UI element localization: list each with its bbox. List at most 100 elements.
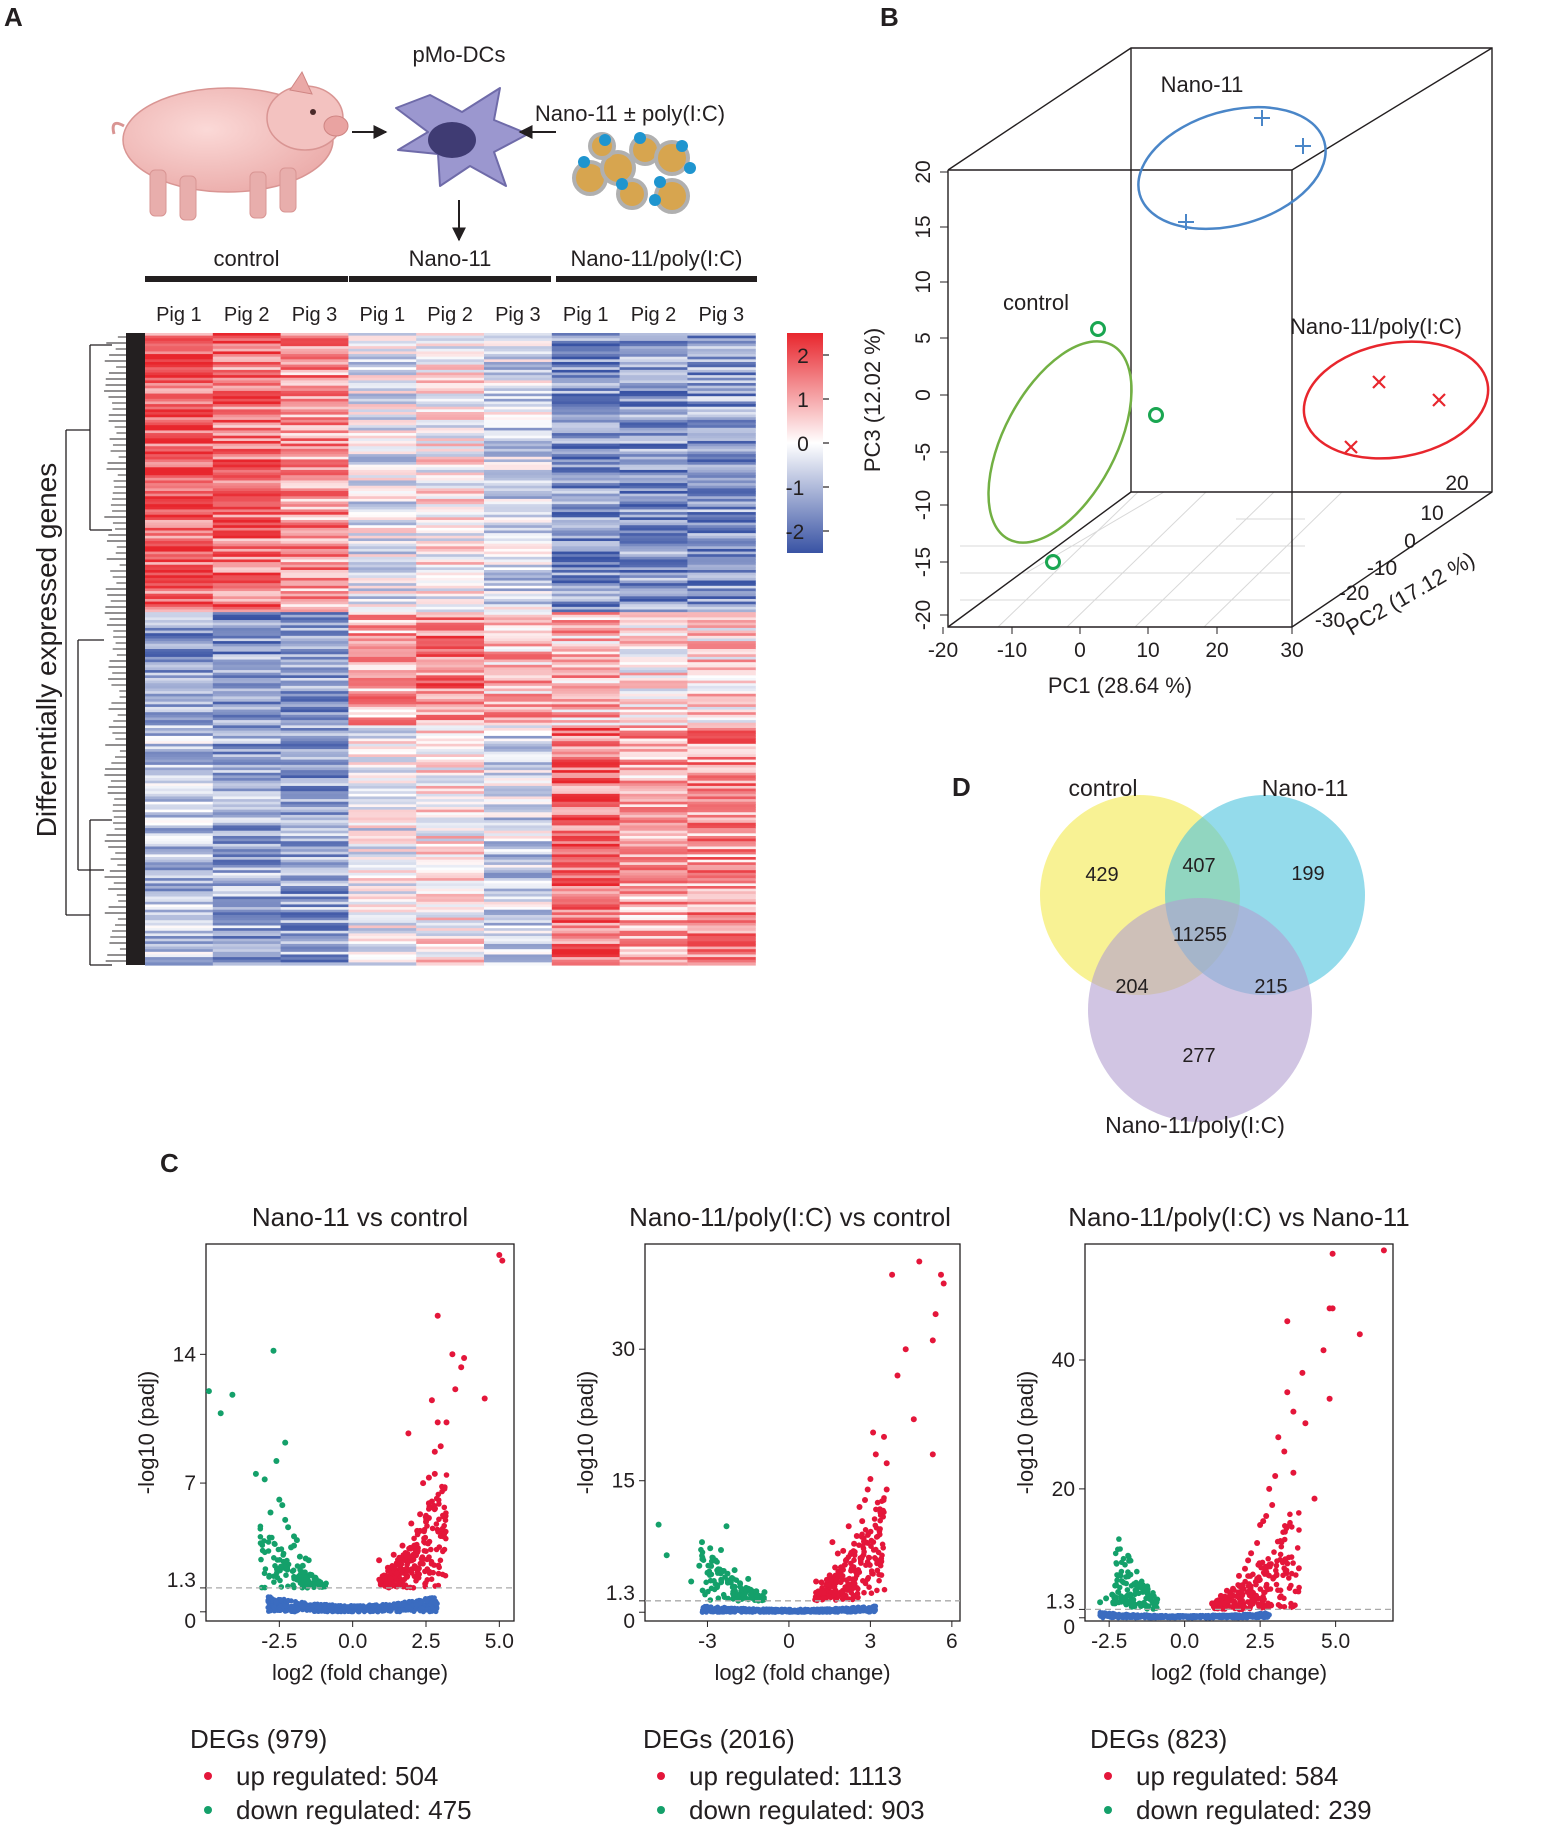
heatmap-cell: [484, 891, 553, 895]
heatmap-cell: [687, 751, 756, 755]
heatmap-cell: [348, 620, 417, 624]
heatmap-cell: [619, 654, 688, 658]
heatmap-cell: [551, 372, 621, 376]
heatmap-cell: [551, 488, 621, 492]
heatmap-cell: [348, 546, 417, 550]
heatmap-cell: [687, 688, 756, 692]
volcano-point-ns: [771, 1607, 777, 1613]
heatmap-cell: [145, 651, 214, 655]
heatmap-cell: [280, 593, 349, 597]
heatmap-cell: [212, 620, 282, 624]
heatmap-cell: [280, 348, 349, 353]
heatmap-cell: [212, 333, 282, 337]
heatmap-cell: [416, 385, 485, 389]
heatmap-cell: [687, 433, 756, 437]
heatmap-cell: [619, 396, 688, 400]
heatmap-cell: [484, 749, 553, 753]
heatmap-cell: [551, 830, 621, 834]
heatmap-cell: [484, 404, 553, 408]
heatmap-cell: [280, 683, 349, 687]
heatmap-cell: [551, 888, 621, 892]
heatmap-cell: [687, 857, 756, 861]
heatmap-cell: [145, 506, 214, 511]
heatmap-cell: [280, 419, 349, 424]
heatmap-cell: [145, 543, 214, 547]
heatmap-cell: [687, 849, 756, 853]
heatmap-cell: [551, 841, 621, 845]
heatmap-cell: [280, 514, 349, 518]
heatmap-cell: [619, 559, 688, 563]
heatmap-cell: [484, 493, 553, 497]
volcano-point-ns: [357, 1605, 363, 1611]
volcano-point-down: [290, 1582, 296, 1588]
heatmap-cell: [619, 822, 688, 827]
heatmap-cell: [619, 728, 688, 732]
heatmap-cell: [484, 414, 553, 418]
heatmap-cell: [416, 677, 485, 682]
heatmap-cell: [280, 462, 349, 466]
heatmap-cell: [484, 791, 553, 795]
volcano-ytick-label: 0: [184, 1610, 196, 1633]
heatmap-cell: [212, 354, 282, 358]
heatmap-cell: [551, 438, 621, 442]
heatmap-cell: [551, 896, 621, 900]
heatmap-cell: [484, 683, 553, 687]
heatmap-cell: [484, 577, 553, 582]
heatmap-cell: [619, 425, 688, 429]
heatmap-cell: [416, 725, 485, 729]
heatmap-cell: [551, 485, 621, 489]
heatmap-cell: [687, 538, 756, 542]
heatmap-cell: [484, 522, 553, 526]
column-label: Pig 2: [631, 304, 677, 326]
heatmap-cell: [551, 591, 621, 595]
heatmap-cell: [212, 359, 282, 363]
heatmap-cell: [551, 685, 621, 690]
heatmap-cell: [687, 838, 756, 842]
heatmap-cell: [280, 662, 349, 666]
volcano-point-up: [859, 1518, 866, 1525]
heatmap-cell: [551, 425, 621, 429]
volcano-point-up: [420, 1480, 427, 1487]
heatmap-cell: [484, 604, 553, 608]
heatmap-cell: [484, 448, 553, 453]
heatmap-cell: [551, 959, 621, 963]
heatmap-cell: [551, 664, 621, 669]
volcano-point-up: [439, 1525, 446, 1532]
heatmap-cell: [280, 904, 349, 908]
heatmap-cell: [280, 751, 349, 755]
heatmap-cell: [145, 936, 214, 940]
heatmap-cell: [280, 519, 349, 524]
heatmap-cell: [619, 388, 688, 392]
heatmap-cell: [687, 696, 756, 700]
heatmap-cell: [348, 509, 417, 513]
heatmap-cell: [484, 598, 553, 603]
heatmap-cell: [145, 380, 214, 384]
heatmap-cell: [619, 746, 688, 750]
heatmap-cell: [280, 372, 349, 376]
volcano-xtick-label: 0: [783, 1630, 795, 1653]
volcano-point-up: [426, 1554, 432, 1560]
heatmap-cell: [619, 493, 688, 497]
heatmap-cell: [687, 469, 756, 474]
heatmap-cell: [348, 367, 417, 371]
heatmap-cell: [551, 559, 621, 563]
heatmap-cell: [212, 925, 282, 929]
heatmap-cell: [145, 778, 214, 782]
heatmap-cell: [416, 606, 485, 611]
heatmap-cell: [619, 567, 688, 571]
degs-up: up regulated: 1113: [689, 1761, 902, 1791]
heatmap-cell: [551, 675, 621, 679]
heatmap-cell: [145, 620, 214, 624]
heatmap-cell: [212, 704, 282, 708]
heatmap-cell: [145, 625, 214, 629]
heatmap-cell: [280, 796, 349, 800]
heatmap-cell: [212, 380, 282, 384]
heatmap-cell: [551, 388, 621, 392]
heatmap-cell: [416, 833, 485, 837]
heatmap-cell: [212, 443, 282, 447]
heatmap-cell: [687, 675, 756, 679]
volcano-point-down: [284, 1567, 291, 1573]
heatmap-cell: [484, 714, 553, 719]
heatmap-cell: [348, 714, 417, 719]
heatmap-cell: [416, 746, 485, 750]
